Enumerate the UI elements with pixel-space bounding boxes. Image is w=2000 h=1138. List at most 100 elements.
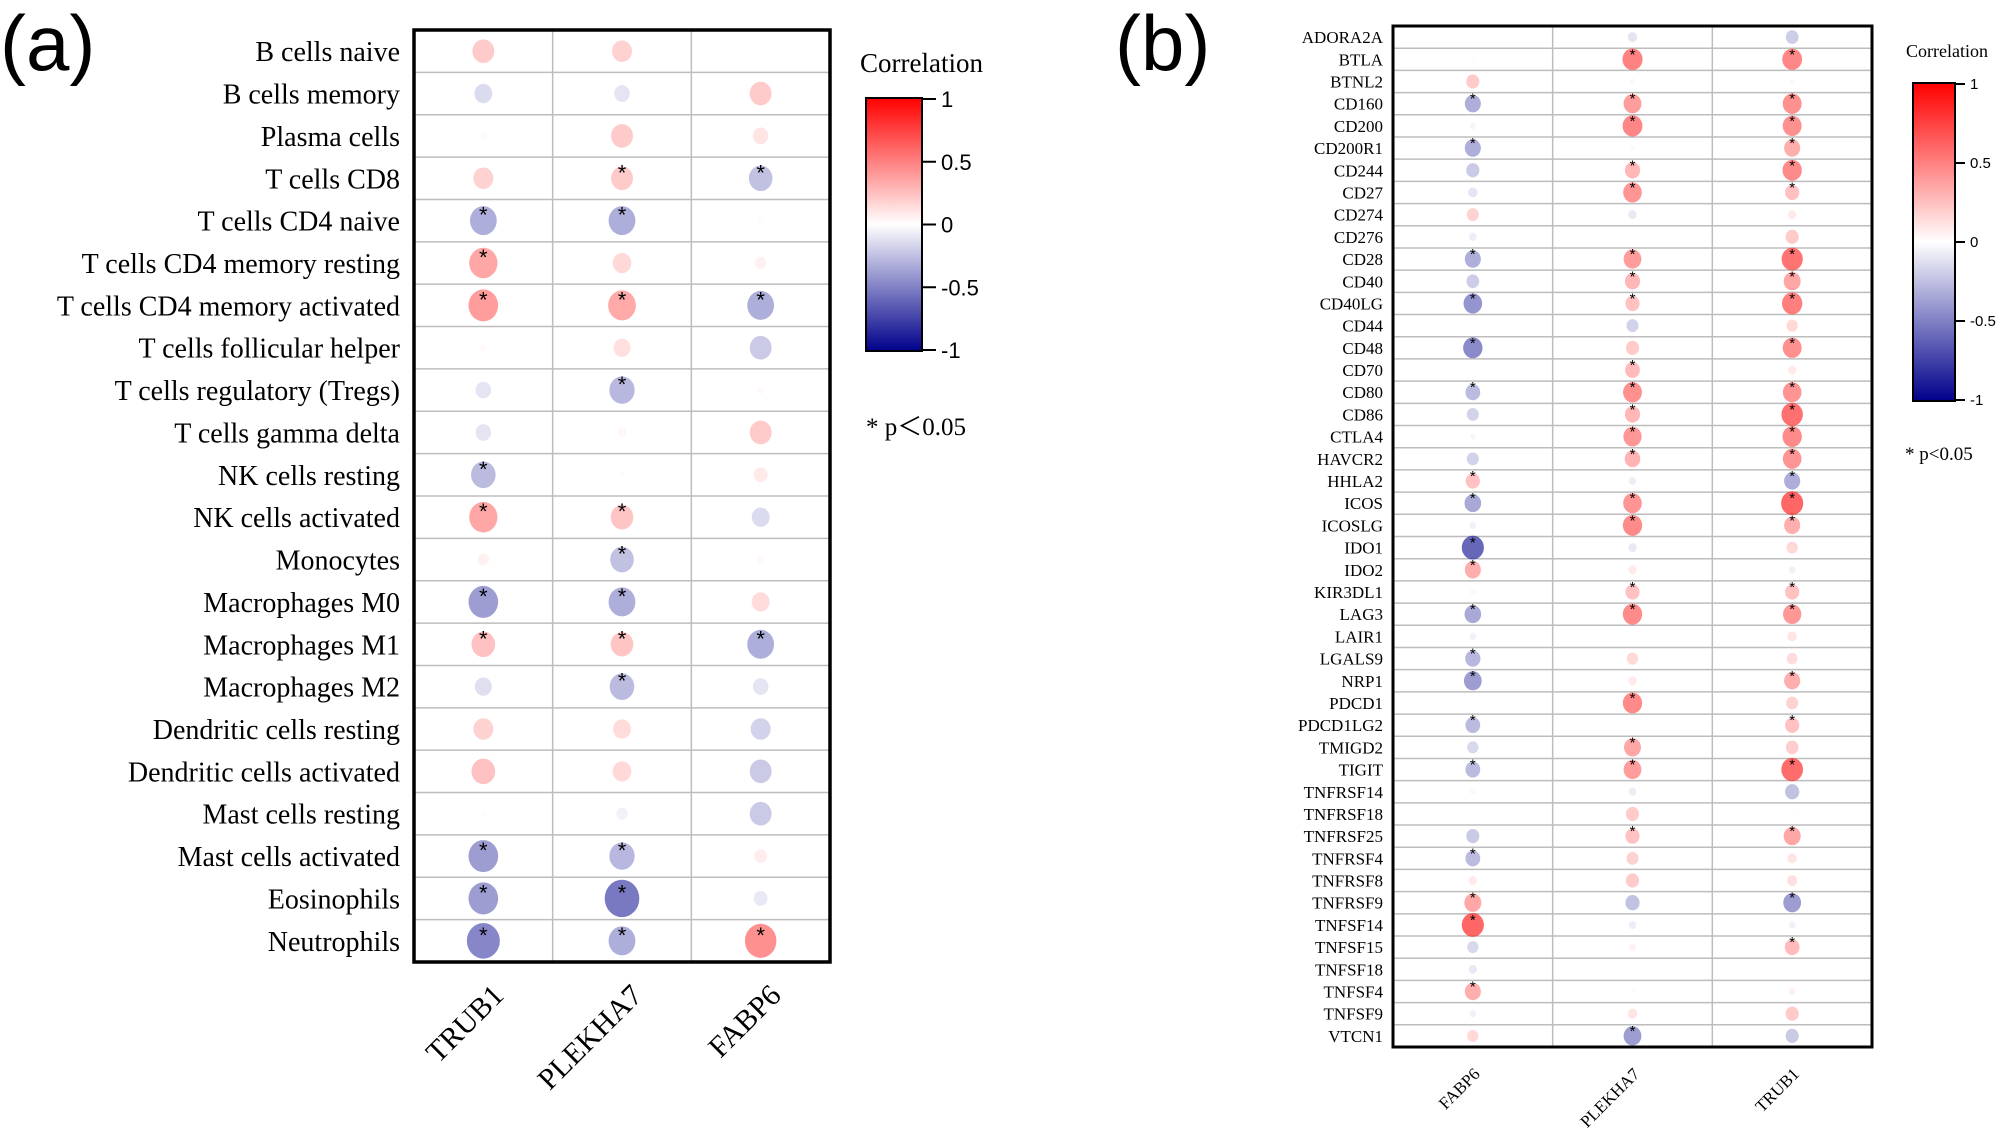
correlation-dot [479, 132, 487, 140]
correlation-dot [1464, 561, 1481, 579]
row-label: T cells CD4 memory resting [82, 249, 400, 280]
row-label: CTLA4 [1330, 428, 1383, 447]
significance-star: * [1789, 91, 1795, 108]
significance-star: * [1630, 690, 1636, 707]
correlation-dot [747, 629, 775, 659]
correlation-dot [1629, 943, 1636, 951]
row-label: CD200R1 [1314, 139, 1383, 158]
significance-star: * [1630, 46, 1636, 63]
correlation-dot [1631, 967, 1634, 971]
correlation-dot [1470, 788, 1476, 795]
correlation-dot [609, 376, 635, 404]
plot-border [1391, 24, 1874, 1049]
correlation-dot [1628, 543, 1637, 553]
significance-star: * [618, 669, 627, 694]
column-label: FABP6 [702, 979, 787, 1064]
significance-star: * [1470, 912, 1476, 929]
significance-star: * [1470, 290, 1476, 307]
significance-star: * [1789, 135, 1795, 152]
correlation-dot [474, 677, 492, 696]
row-label: CD28 [1342, 250, 1383, 269]
correlation-dot [1623, 426, 1642, 447]
correlation-dot [1785, 1006, 1799, 1021]
correlation-dot [1461, 535, 1484, 560]
correlation-dot [1628, 676, 1637, 686]
significance-star: * [1630, 424, 1636, 441]
correlation-dot [1463, 337, 1483, 359]
significance-star: * [1470, 845, 1476, 862]
correlation-dot [471, 461, 496, 489]
column-label: PLEKHA7 [1576, 1064, 1643, 1131]
row-label: CD200 [1334, 117, 1383, 136]
panel-b: (b) ADORA2A BTLA BTNL2 CD160 CD200 CD200R1 CD2… [1115, 0, 1996, 1131]
panel-b-dots: * * * * * * * * * * * * * * * * * * * * * * * * * * * * * * * * * * * * * * * *… [1461, 30, 1804, 1046]
correlation-dot [1623, 249, 1642, 269]
panel-a-grid [412, 28, 832, 964]
row-label: T cells CD4 memory activated [57, 291, 400, 322]
correlation-dot [1623, 94, 1642, 114]
correlation-dot [749, 801, 772, 826]
significance-star: * [1630, 113, 1636, 130]
row-label: TNFSF4 [1323, 983, 1383, 1002]
correlation-dot [473, 167, 494, 190]
significance-star: * [618, 203, 627, 228]
correlation-dot [480, 810, 487, 817]
correlation-dot [1629, 78, 1636, 85]
row-label: CD244 [1334, 161, 1384, 180]
correlation-dot [1625, 584, 1640, 600]
correlation-dot [1465, 384, 1481, 401]
panel-a-row-labels: B cells naive B cells memory Plasma cells T… [57, 37, 401, 958]
correlation-dot [759, 49, 763, 53]
column-label: TRUB1 [1751, 1064, 1803, 1116]
significance-star: * [618, 838, 627, 863]
row-label: Monocytes [276, 546, 400, 577]
correlation-dot [1630, 989, 1635, 994]
panel-a: (a) B cells naive B cells memory Plasma ce… [0, 0, 983, 1096]
correlation-dot [1469, 1010, 1477, 1018]
correlation-dot [608, 587, 636, 617]
significance-star: * [479, 880, 488, 905]
row-label: HHLA2 [1327, 472, 1383, 491]
correlation-dot [1624, 162, 1641, 179]
row-label: CD40LG [1320, 294, 1383, 313]
correlation-dot [1628, 210, 1637, 220]
correlation-dot [1781, 292, 1803, 315]
correlation-dot [1466, 163, 1480, 178]
correlation-dot [1628, 476, 1637, 486]
significance-star: * [1789, 335, 1795, 352]
row-label: BTNL2 [1330, 72, 1383, 91]
significance-star: * [479, 838, 488, 863]
significance-star: * [1789, 179, 1795, 196]
row-label: TIGIT [1339, 761, 1384, 780]
correlation-dot [1785, 784, 1800, 800]
correlation-dot [1471, 324, 1475, 328]
correlation-dot [612, 252, 632, 274]
row-label: LAIR1 [1335, 627, 1383, 646]
row-label: TNFRSF8 [1312, 872, 1383, 891]
row-label: Macrophages M0 [203, 588, 400, 619]
row-label: TNFRSF14 [1304, 783, 1384, 802]
correlation-dot [617, 427, 627, 438]
correlation-dot [477, 553, 489, 566]
correlation-dot [611, 124, 633, 148]
correlation-dot [1782, 448, 1802, 469]
correlation-dot [1464, 250, 1481, 268]
correlation-dot [1623, 1026, 1642, 1046]
significance-star: * [1789, 601, 1795, 618]
column-label: PLEKHA7 [531, 979, 649, 1097]
correlation-dot [469, 247, 498, 279]
correlation-dot [1466, 208, 1479, 222]
row-label: T cells gamma delta [174, 418, 400, 449]
correlation-dot [747, 290, 775, 320]
row-label: CD274 [1334, 206, 1384, 225]
row-label: CD160 [1334, 95, 1383, 114]
correlation-dot [749, 759, 772, 784]
significance-note: * p＜0.05 [866, 414, 966, 441]
correlation-dot [1625, 362, 1640, 379]
correlation-dot [1784, 939, 1800, 956]
correlation-dot [1781, 402, 1803, 427]
correlation-dot [1788, 566, 1796, 574]
correlation-dot [1784, 139, 1801, 157]
row-label: TNFRSF9 [1312, 894, 1383, 913]
correlation-dot [752, 127, 769, 145]
